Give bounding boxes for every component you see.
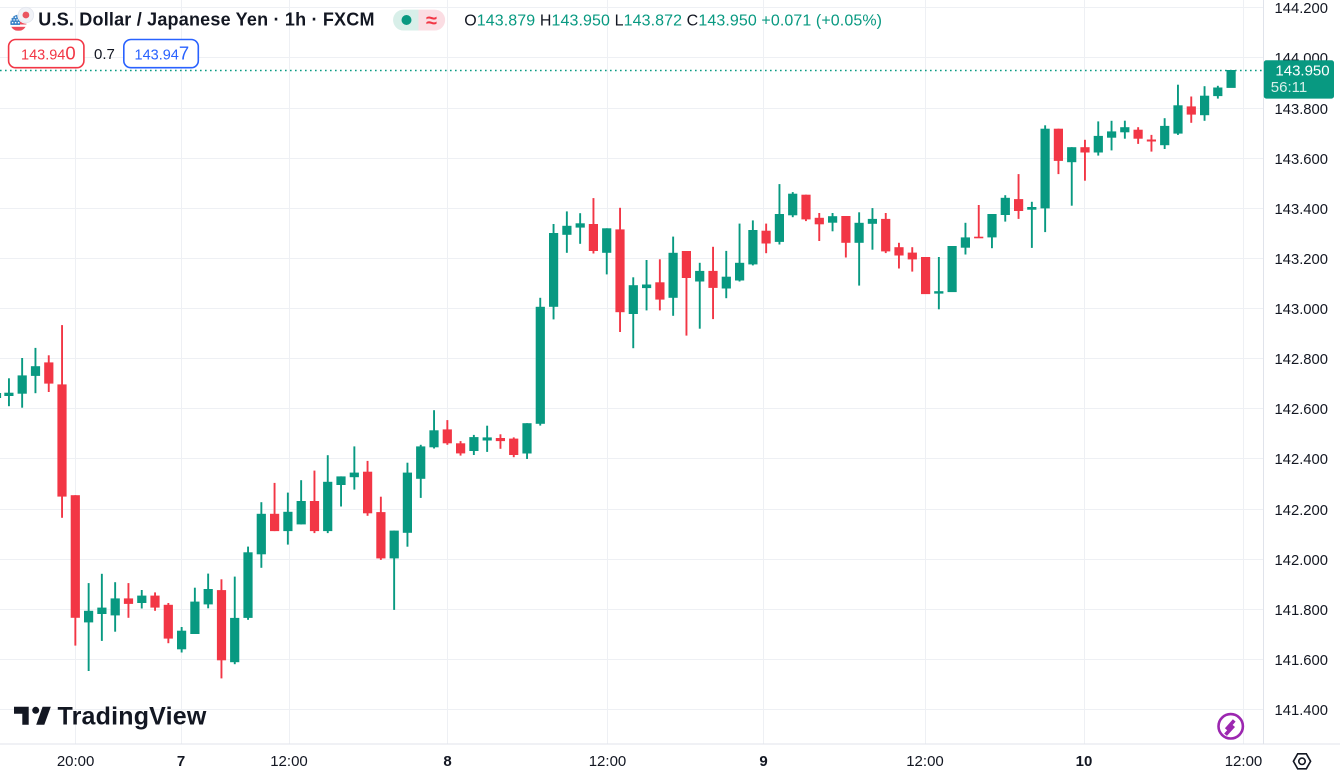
svg-text:144.200: 144.200 — [1275, 1, 1329, 17]
svg-text:143.200: 143.200 — [1275, 252, 1329, 268]
svg-text:143.950: 143.950 — [1275, 62, 1329, 79]
svg-text:143.600: 143.600 — [1275, 152, 1329, 168]
svg-text:142.000: 142.000 — [1275, 553, 1329, 569]
svg-text:U.S. Dollar / Japanese Yen · 1: U.S. Dollar / Japanese Yen · 1h · FXCM — [38, 10, 374, 30]
svg-text:0.7: 0.7 — [94, 46, 115, 63]
svg-text:≈: ≈ — [426, 10, 437, 32]
svg-text:56:11: 56:11 — [1271, 79, 1307, 96]
svg-text:142.400: 142.400 — [1275, 452, 1329, 468]
svg-text:141.600: 141.600 — [1275, 653, 1329, 669]
svg-text:143.940: 143.940 — [21, 42, 76, 63]
svg-text:143.400: 143.400 — [1275, 202, 1329, 218]
svg-text:TradingView: TradingView — [58, 703, 207, 731]
svg-text:12:00: 12:00 — [1225, 753, 1263, 770]
svg-text:8: 8 — [443, 753, 451, 770]
svg-text:141.800: 141.800 — [1275, 603, 1329, 619]
svg-text:12:00: 12:00 — [589, 753, 627, 770]
svg-text:10: 10 — [1076, 753, 1093, 770]
svg-text:142.200: 142.200 — [1275, 503, 1329, 519]
svg-text:9: 9 — [759, 753, 767, 770]
svg-text:7: 7 — [177, 753, 185, 770]
svg-text:20:00: 20:00 — [57, 753, 95, 770]
svg-text:12:00: 12:00 — [270, 753, 308, 770]
svg-text:143.000: 143.000 — [1275, 302, 1329, 318]
svg-text:143.947: 143.947 — [135, 42, 190, 63]
svg-text:142.800: 142.800 — [1275, 352, 1329, 368]
svg-text:12:00: 12:00 — [906, 753, 944, 770]
svg-text:142.600: 142.600 — [1275, 402, 1329, 418]
svg-text:143.800: 143.800 — [1275, 102, 1329, 118]
svg-text:O143.879 H143.950 L143.872 C14: O143.879 H143.950 L143.872 C143.950 +0.0… — [464, 12, 882, 29]
svg-text:141.400: 141.400 — [1275, 703, 1329, 719]
